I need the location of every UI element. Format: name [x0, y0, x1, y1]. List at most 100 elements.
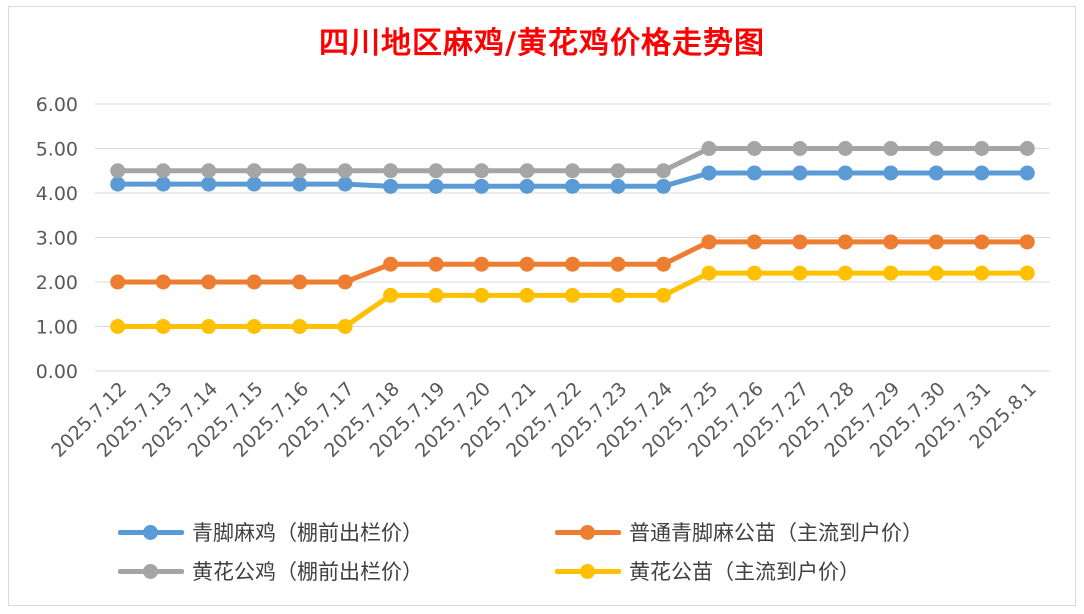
data-point-1 [474, 256, 490, 272]
data-point-2 [337, 163, 353, 179]
data-point-1 [565, 256, 580, 272]
data-point-0 [246, 176, 262, 192]
data-point-1 [928, 234, 944, 250]
data-point-2 [610, 163, 626, 179]
data-point-2 [519, 163, 535, 179]
data-point-0 [565, 178, 580, 194]
data-point-3 [701, 265, 717, 281]
data-point-2 [655, 163, 671, 179]
data-point-0 [883, 165, 899, 181]
data-point-3 [474, 287, 490, 303]
data-point-3 [746, 265, 762, 281]
data-point-0 [110, 176, 126, 192]
data-point-2 [837, 141, 853, 156]
data-point-1 [428, 256, 444, 272]
data-point-0 [428, 178, 444, 194]
legend-label-3: 黄花公苗（主流到户价） [629, 560, 860, 584]
legend-swatch-3 [555, 564, 621, 579]
data-point-2 [428, 163, 444, 179]
data-point-3 [837, 265, 853, 281]
legend-label-2: 黄花公鸡（棚前出栏价） [192, 560, 423, 584]
data-point-1 [701, 234, 717, 250]
data-point-0 [337, 176, 353, 192]
data-point-0 [383, 178, 399, 194]
legend-swatch-1 [555, 525, 621, 540]
y-tick-label: 0.00 [36, 361, 78, 383]
data-point-3 [655, 287, 671, 303]
data-point-3 [610, 287, 626, 303]
data-point-1 [883, 234, 899, 250]
data-point-2 [246, 163, 262, 179]
data-point-3 [155, 319, 171, 334]
data-point-1 [792, 234, 808, 250]
data-point-3 [337, 319, 353, 334]
data-point-1 [610, 256, 626, 272]
y-tick-label: 5.00 [36, 139, 78, 161]
data-point-2 [928, 141, 944, 156]
data-point-1 [1019, 234, 1035, 250]
data-point-3 [1019, 265, 1035, 281]
data-point-3 [110, 319, 126, 334]
data-point-1 [837, 234, 853, 250]
data-point-0 [1019, 165, 1035, 181]
data-point-2 [110, 163, 126, 179]
data-point-3 [883, 265, 899, 281]
data-point-1 [110, 274, 126, 290]
data-point-2 [1019, 141, 1035, 156]
data-point-3 [974, 265, 990, 281]
data-point-0 [655, 178, 671, 194]
data-point-2 [701, 141, 717, 156]
data-point-0 [155, 176, 171, 192]
data-point-0 [474, 178, 490, 194]
data-point-0 [746, 165, 762, 181]
data-point-3 [292, 319, 308, 334]
data-point-3 [519, 287, 535, 303]
data-point-3 [792, 265, 808, 281]
chart-frame [8, 6, 1076, 606]
legend-label-1: 普通青脚麻公苗（主流到户价） [629, 521, 923, 545]
data-point-2 [746, 141, 762, 156]
data-point-2 [292, 163, 308, 179]
data-point-3 [428, 287, 444, 303]
data-point-1 [655, 256, 671, 272]
legend-item-0: 青脚麻鸡（棚前出栏价） [118, 517, 423, 547]
data-point-3 [383, 287, 399, 303]
data-point-0 [792, 165, 808, 181]
data-point-0 [928, 165, 944, 181]
data-point-3 [565, 287, 580, 303]
y-tick-label: 3.00 [36, 228, 78, 250]
data-point-1 [974, 234, 990, 250]
data-point-3 [928, 265, 944, 281]
data-point-0 [701, 165, 717, 181]
data-point-0 [519, 178, 535, 194]
y-tick-label: 6.00 [36, 94, 78, 116]
chart-title: 四川地区麻鸡/黄花鸡价格走势图 [319, 26, 765, 61]
data-point-2 [201, 163, 217, 179]
data-point-2 [974, 141, 990, 156]
y-tick-label: 4.00 [36, 183, 78, 205]
data-point-0 [292, 176, 308, 192]
data-point-1 [201, 274, 217, 290]
data-point-1 [519, 256, 535, 272]
data-point-2 [155, 163, 171, 179]
data-point-2 [883, 141, 899, 156]
legend-item-3: 黄花公苗（主流到户价） [555, 556, 860, 586]
data-point-0 [610, 178, 626, 194]
data-point-2 [792, 141, 808, 156]
data-point-3 [201, 319, 217, 334]
data-point-0 [974, 165, 990, 181]
legend-item-1: 普通青脚麻公苗（主流到户价） [555, 517, 923, 547]
data-point-1 [383, 256, 399, 272]
data-point-1 [292, 274, 308, 290]
legend-label-0: 青脚麻鸡（棚前出栏价） [192, 521, 423, 545]
data-point-1 [155, 274, 171, 290]
legend-item-2: 黄花公鸡（棚前出栏价） [118, 556, 423, 586]
data-point-0 [837, 165, 853, 181]
data-point-2 [383, 163, 399, 179]
data-point-1 [246, 274, 262, 290]
data-point-1 [746, 234, 762, 250]
data-point-2 [565, 163, 580, 179]
data-point-3 [246, 319, 262, 334]
y-tick-label: 1.00 [36, 317, 78, 339]
